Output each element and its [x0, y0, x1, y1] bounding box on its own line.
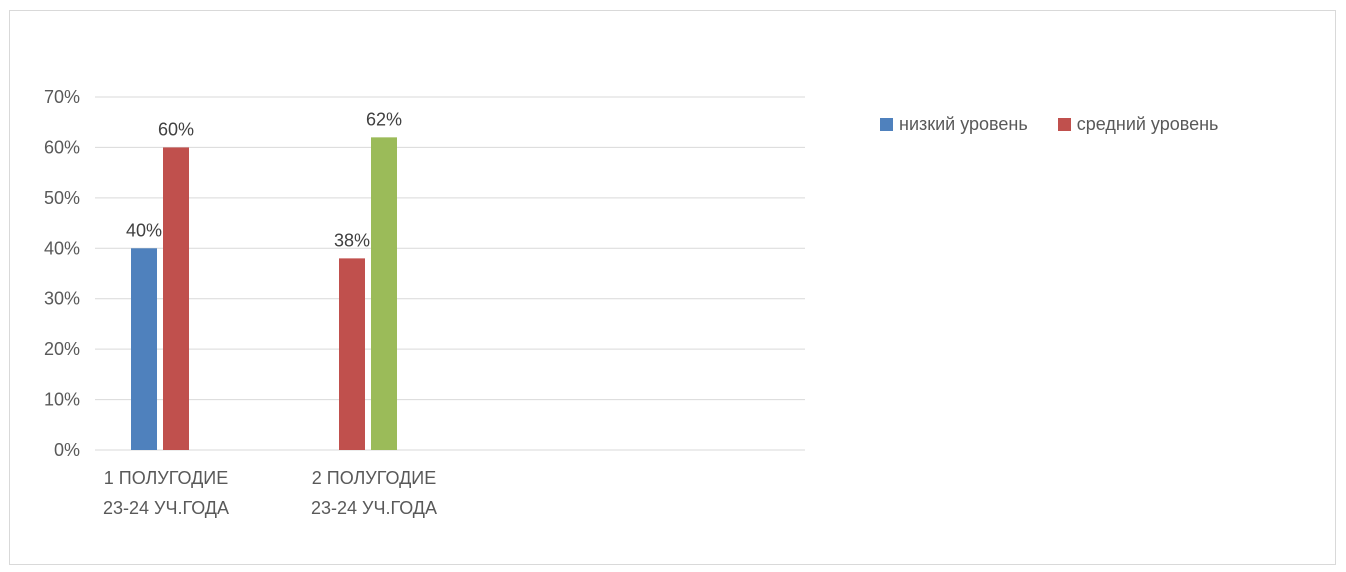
y-tick-label: 0%: [54, 440, 80, 460]
y-axis-ticks: 0% 10% 20% 30% 40% 50% 60% 70%: [44, 87, 80, 460]
y-tick-label: 60%: [44, 137, 80, 157]
y-tick-label: 70%: [44, 87, 80, 107]
x-tick-label: 23-24 УЧ.ГОДА: [103, 498, 229, 518]
data-label: 60%: [158, 119, 194, 139]
y-tick-label: 20%: [44, 339, 80, 359]
bar: [131, 248, 157, 450]
x-tick-label: 1 ПОЛУГОДИЕ: [104, 468, 228, 488]
data-label: 62%: [366, 109, 402, 129]
x-tick-label: 2 ПОЛУГОДИЕ: [312, 468, 436, 488]
y-tick-label: 30%: [44, 289, 80, 309]
legend-label: низкий уровень: [899, 114, 1028, 135]
y-tick-label: 50%: [44, 188, 80, 208]
legend: низкий уровень средний уровень: [880, 114, 1218, 135]
x-axis-labels: 1 ПОЛУГОДИЕ 23-24 УЧ.ГОДА 2 ПОЛУГОДИЕ 23-24…: [103, 468, 437, 518]
bar: [371, 137, 397, 450]
data-label: 38%: [334, 230, 370, 250]
bar: [339, 258, 365, 450]
gridlines: [95, 97, 805, 450]
bars: [131, 137, 397, 450]
legend-label: средний уровень: [1077, 114, 1219, 135]
x-tick-label: 23-24 УЧ.ГОДА: [311, 498, 437, 518]
legend-item: низкий уровень: [880, 114, 1028, 135]
data-label: 40%: [126, 220, 162, 240]
y-tick-label: 10%: [44, 390, 80, 410]
legend-item: средний уровень: [1058, 114, 1219, 135]
y-tick-label: 40%: [44, 238, 80, 258]
legend-swatch: [880, 118, 893, 131]
legend-swatch: [1058, 118, 1071, 131]
bar: [163, 147, 189, 450]
